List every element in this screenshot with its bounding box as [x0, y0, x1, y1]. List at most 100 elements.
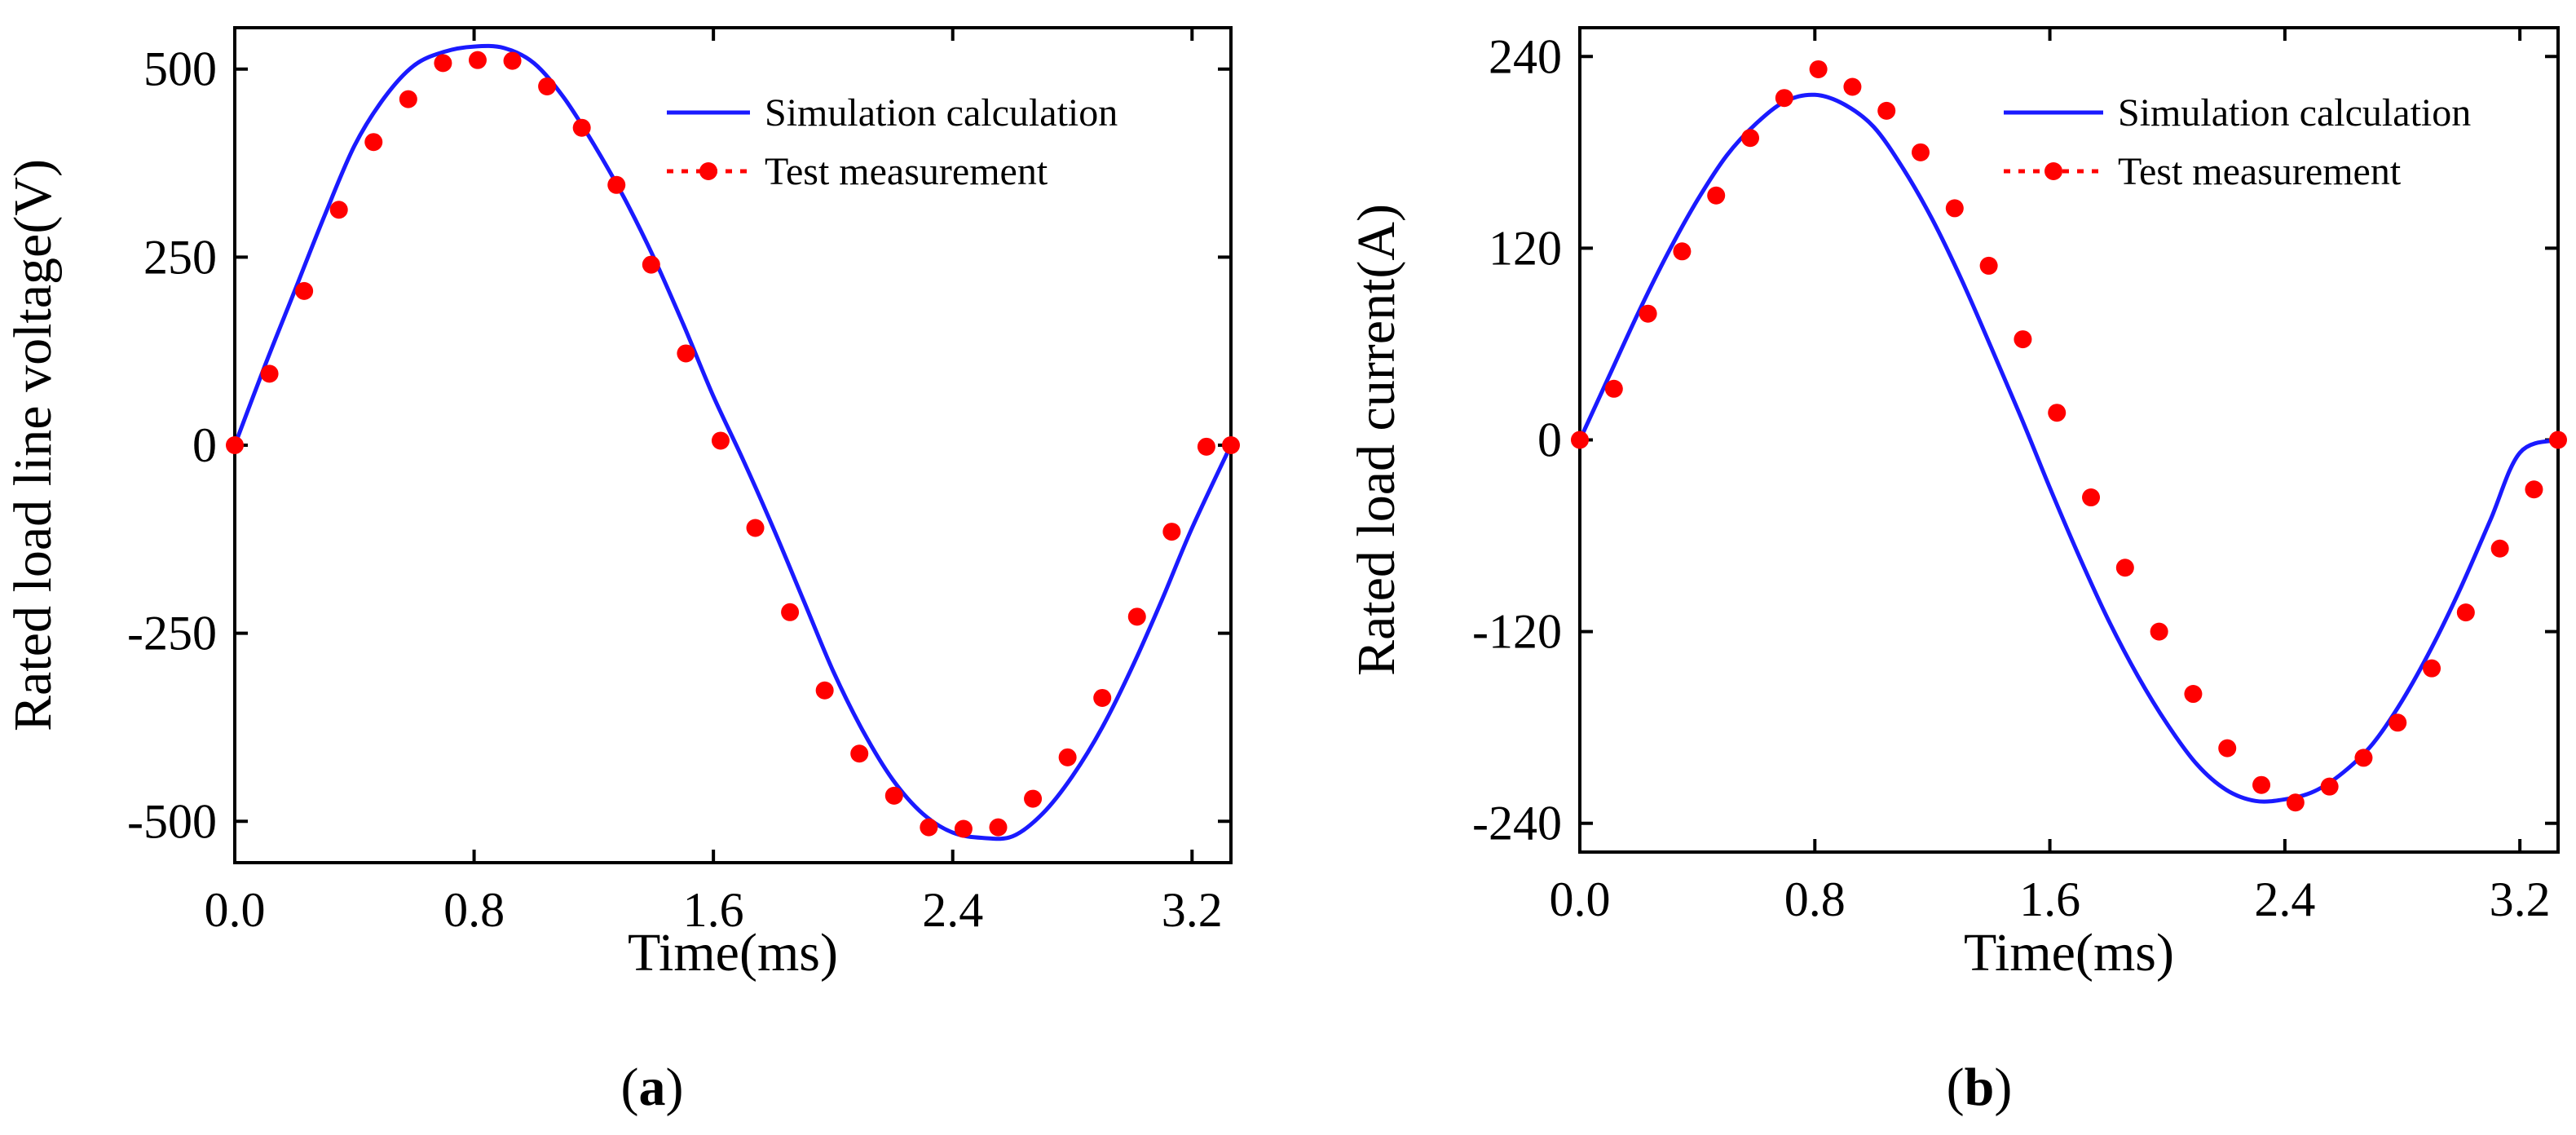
data-point-test-measurement — [1912, 143, 1930, 161]
data-point-test-measurement — [1197, 437, 1215, 456]
x-tick-label: 0.0 — [1550, 872, 1611, 926]
data-point-test-measurement — [1673, 242, 1692, 261]
panel-label: (b) — [1947, 1058, 2013, 1117]
data-point-test-measurement — [1707, 186, 1726, 205]
data-point-test-measurement — [920, 818, 938, 837]
data-point-test-measurement — [954, 819, 973, 838]
data-point-test-measurement — [2549, 431, 2567, 449]
data-point-test-measurement — [434, 54, 452, 73]
chart-panel-a: 0.0 0.8 1.6 2.4 3.2 500 250 0 -250 -500 Simulation… — [3, 26, 1240, 1117]
panel-label-close: ) — [1994, 1058, 2012, 1117]
legend-label-simulation: Simulation calculation — [2118, 91, 2471, 135]
data-point-test-measurement — [2218, 739, 2237, 757]
y-tick-label: 250 — [143, 230, 217, 284]
data-point-test-measurement — [1843, 77, 1862, 96]
data-point-test-measurement — [295, 281, 314, 300]
legend-label-test: Test measurement — [765, 150, 1048, 193]
y-tick-label: 240 — [1489, 29, 1562, 83]
y-tick-label: -500 — [127, 794, 217, 848]
legend-label-simulation: Simulation calculation — [765, 91, 1118, 135]
data-point-test-measurement — [1945, 199, 1964, 218]
data-point-test-measurement — [1058, 748, 1077, 766]
x-tick-label: 2.4 — [2254, 872, 2315, 926]
chart-panel-b: 0.0 0.8 1.6 2.4 3.2 240 120 0 -120 -240 Simulation… — [1347, 26, 2567, 1117]
panel-label-letter: b — [1965, 1058, 1995, 1117]
data-point-test-measurement — [1127, 607, 1146, 626]
data-point-test-measurement — [1604, 379, 1623, 398]
data-point-test-measurement — [2184, 685, 2203, 704]
data-point-test-measurement — [2525, 480, 2543, 499]
legend-marker-test — [699, 162, 717, 180]
legend-marker-test — [2044, 162, 2062, 180]
x-axis-title: Time(ms) — [628, 923, 838, 983]
panel-label-open: ( — [1947, 1058, 1965, 1117]
data-point-test-measurement — [746, 519, 765, 537]
data-point-test-measurement — [2014, 330, 2032, 349]
data-point-test-measurement — [2354, 749, 2373, 767]
x-tick-label: 1.6 — [2019, 872, 2080, 926]
data-point-test-measurement — [503, 51, 522, 70]
data-point-test-measurement — [364, 133, 383, 152]
data-point-test-measurement — [2082, 488, 2101, 507]
data-point-test-measurement — [2389, 713, 2407, 732]
data-point-test-measurement — [399, 90, 417, 108]
x-tick-label: 2.4 — [922, 883, 983, 937]
x-tick-label: 1.6 — [683, 883, 744, 937]
data-point-test-measurement — [1775, 89, 1793, 108]
y-tick-label: -250 — [127, 607, 217, 660]
x-tick-label: 0.0 — [205, 883, 266, 937]
data-point-test-measurement — [677, 344, 695, 363]
y-tick-label: 120 — [1489, 221, 1562, 275]
data-point-test-measurement — [2423, 659, 2441, 678]
legend-label-test: Test measurement — [2118, 150, 2402, 193]
y-axis-title: Rated load current(A) — [1347, 204, 1406, 676]
data-point-test-measurement — [1877, 101, 1896, 120]
panel-label-letter: a — [639, 1058, 666, 1117]
x-tick-label: 0.8 — [1784, 872, 1846, 926]
data-point-test-measurement — [468, 51, 487, 69]
x-tick-label: 3.2 — [2490, 872, 2551, 926]
y-axis-title: Rated load line voltage(V) — [3, 159, 63, 731]
y-tick-label: 500 — [143, 42, 217, 96]
panel-label-open: ( — [621, 1058, 639, 1117]
data-point-test-measurement — [2320, 777, 2339, 796]
data-point-test-measurement — [1093, 688, 1112, 707]
data-point-test-measurement — [1809, 60, 1828, 78]
data-point-test-measurement — [2252, 775, 2271, 794]
data-point-test-measurement — [226, 436, 244, 454]
data-point-test-measurement — [1024, 789, 1043, 808]
series-line-simulation — [1577, 92, 2559, 804]
panel-label-close: ) — [666, 1058, 684, 1117]
y-tick-label: 0 — [192, 418, 217, 472]
data-point-test-measurement — [538, 77, 557, 95]
data-point-test-measurement — [2150, 622, 2168, 641]
data-point-test-measurement — [2115, 559, 2134, 577]
data-point-test-measurement — [781, 603, 800, 621]
data-point-test-measurement — [2048, 404, 2067, 422]
data-point-test-measurement — [642, 255, 660, 274]
data-point-test-measurement — [1639, 304, 1657, 323]
data-point-test-measurement — [884, 786, 903, 805]
x-tick-label: 0.8 — [443, 883, 505, 937]
data-point-test-measurement — [850, 744, 869, 763]
data-point-test-measurement — [329, 201, 348, 219]
data-point-test-measurement — [815, 681, 834, 700]
data-point-test-measurement — [1979, 256, 1998, 275]
data-point-test-measurement — [989, 818, 1008, 837]
y-tick-label: 0 — [1537, 413, 1562, 467]
y-tick-label: -120 — [1472, 605, 1562, 659]
data-point-test-measurement — [711, 431, 730, 450]
data-point-test-measurement — [1571, 431, 1589, 449]
data-point-test-measurement — [572, 118, 591, 137]
series-line-simulation — [232, 43, 1233, 841]
data-point-test-measurement — [260, 364, 279, 383]
data-point-test-measurement — [2490, 539, 2509, 558]
x-axis-title: Time(ms) — [1964, 923, 2174, 983]
data-point-test-measurement — [1222, 436, 1240, 454]
data-point-test-measurement — [1741, 129, 1760, 148]
data-point-test-measurement — [2456, 603, 2475, 622]
data-point-test-measurement — [1162, 523, 1181, 541]
panel-label: (a) — [621, 1058, 684, 1117]
